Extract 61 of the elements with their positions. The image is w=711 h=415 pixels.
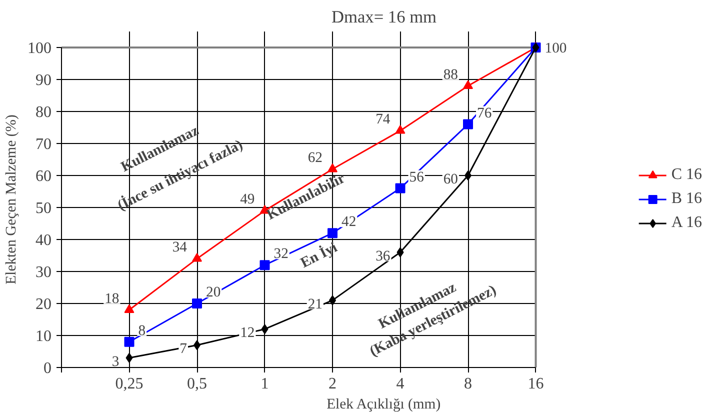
data-label: 20 bbox=[206, 284, 221, 300]
point bbox=[395, 125, 406, 134]
legend-label: B 16 bbox=[671, 190, 702, 208]
x-tick-label: 1 bbox=[260, 376, 269, 392]
point bbox=[124, 304, 134, 313]
y-tick-label: 70 bbox=[36, 136, 52, 153]
point bbox=[124, 336, 134, 347]
point bbox=[260, 260, 270, 270]
point bbox=[395, 183, 406, 194]
data-label: 100 bbox=[544, 40, 567, 56]
data-label: 74 bbox=[376, 112, 391, 128]
point bbox=[328, 163, 338, 172]
data-label: 56 bbox=[409, 169, 424, 186]
data-label: 12 bbox=[240, 325, 255, 342]
data-label: 3 bbox=[112, 354, 120, 370]
data-label: 42 bbox=[342, 214, 356, 230]
point bbox=[329, 295, 336, 306]
y-tick-label: 10 bbox=[36, 328, 52, 345]
data-label: 76 bbox=[477, 105, 492, 122]
data-label: 88 bbox=[443, 66, 458, 83]
point bbox=[463, 80, 474, 89]
y-tick-label: 0 bbox=[44, 360, 52, 377]
y-tick-label: 50 bbox=[36, 200, 52, 217]
point bbox=[396, 247, 404, 258]
x-axis-title: Elek Açıklığı (mm) bbox=[326, 396, 441, 412]
x-tick-label: 0,5 bbox=[187, 376, 208, 392]
point bbox=[194, 340, 201, 350]
data-label: 49 bbox=[240, 192, 255, 208]
data-label: 62 bbox=[308, 150, 323, 166]
point bbox=[261, 324, 268, 334]
point bbox=[192, 298, 202, 308]
data-label: 32 bbox=[274, 246, 288, 262]
x-tick-label: 2 bbox=[328, 376, 337, 392]
data-label: 7 bbox=[180, 341, 188, 358]
y-tick-label: 80 bbox=[36, 104, 52, 121]
y-tick-label: 60 bbox=[36, 168, 52, 185]
data-label: 60 bbox=[443, 172, 458, 188]
y-tick-label: 30 bbox=[36, 264, 52, 281]
point bbox=[464, 170, 472, 180]
x-tick-label: 0,25 bbox=[115, 376, 144, 392]
point bbox=[463, 119, 474, 130]
y-tick-label: 90 bbox=[36, 72, 52, 89]
chart-title: Dmax= 16 mm bbox=[331, 8, 438, 26]
y-axis-title: Elekten Geçen Malzeme (%) bbox=[4, 114, 20, 284]
x-tick-label: 4 bbox=[396, 376, 404, 392]
point bbox=[328, 228, 338, 238]
point bbox=[192, 253, 202, 262]
point bbox=[126, 352, 133, 363]
annotation: En İyi bbox=[298, 238, 340, 272]
data-label: 36 bbox=[376, 248, 390, 264]
data-label: 8 bbox=[138, 322, 146, 339]
data-label: 18 bbox=[104, 290, 120, 307]
data-label: 21 bbox=[308, 296, 323, 312]
data-label: 34 bbox=[172, 240, 188, 256]
legend-label: C 16 bbox=[671, 166, 702, 184]
y-tick-label: 40 bbox=[36, 232, 52, 249]
legend-label: A 16 bbox=[671, 214, 702, 232]
y-tick-label: 20 bbox=[36, 296, 52, 313]
x-tick-label: 8 bbox=[464, 376, 472, 392]
x-tick-label: 16 bbox=[528, 376, 544, 392]
y-tick-label: 100 bbox=[28, 40, 52, 57]
